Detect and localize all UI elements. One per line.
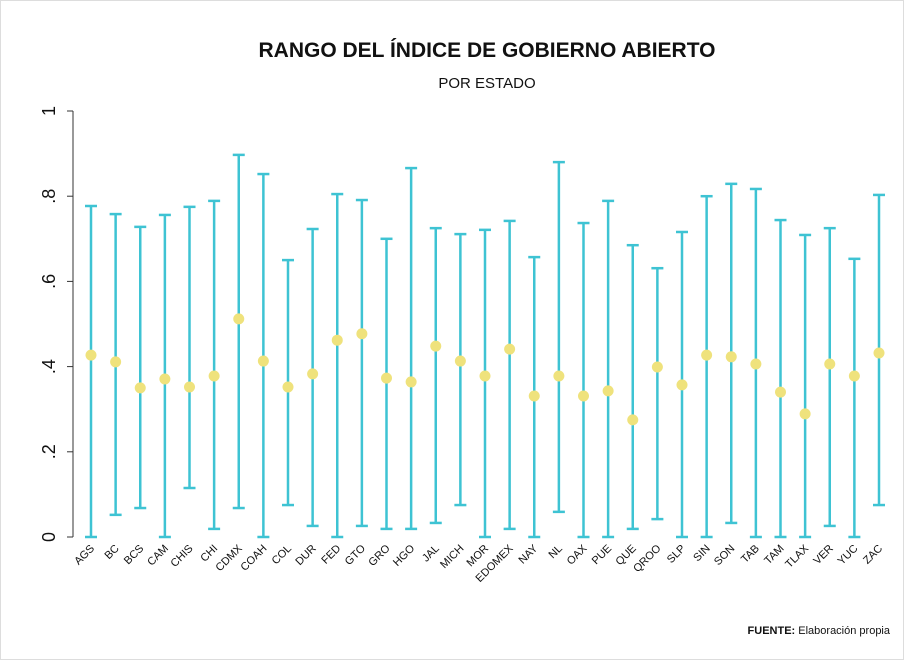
y-tick-label: 0 <box>39 532 59 542</box>
point <box>848 370 860 382</box>
point <box>184 381 195 393</box>
point <box>775 386 786 398</box>
point <box>479 370 491 382</box>
point <box>504 343 516 355</box>
point <box>873 347 885 359</box>
point <box>405 376 417 388</box>
chart-title: RANGO DEL ÍNDICE DE GOBIERNO ABIERTO <box>259 39 716 62</box>
point <box>208 370 220 382</box>
point <box>454 355 466 367</box>
point <box>725 351 737 363</box>
y-tick-label: .2 <box>39 444 59 459</box>
y-tick-label: 1 <box>39 106 59 116</box>
point <box>381 372 392 384</box>
point <box>651 361 663 373</box>
point <box>257 355 269 367</box>
y-tick-label: .8 <box>39 189 59 204</box>
point <box>134 382 146 394</box>
point <box>528 390 540 402</box>
source-text: Elaboración propia <box>798 625 891 637</box>
point <box>159 373 171 385</box>
point <box>627 414 639 426</box>
point <box>282 381 294 393</box>
y-tick-label: .6 <box>39 274 59 289</box>
point <box>110 356 122 368</box>
point <box>578 390 589 402</box>
point <box>799 408 811 420</box>
point <box>233 313 245 325</box>
point <box>307 368 319 380</box>
y-tick-label: .4 <box>39 359 59 374</box>
chart-subtitle: POR ESTADO <box>438 75 535 92</box>
point <box>701 349 713 361</box>
point <box>331 334 343 346</box>
point <box>553 370 565 382</box>
point <box>676 379 688 391</box>
point <box>824 358 836 370</box>
point <box>356 328 368 340</box>
point <box>85 349 97 361</box>
source-label: FUENTE: <box>748 625 796 637</box>
point <box>750 358 762 370</box>
point <box>602 385 614 397</box>
source-note: FUENTE: Elaboración propia <box>748 625 891 637</box>
point <box>430 340 442 352</box>
